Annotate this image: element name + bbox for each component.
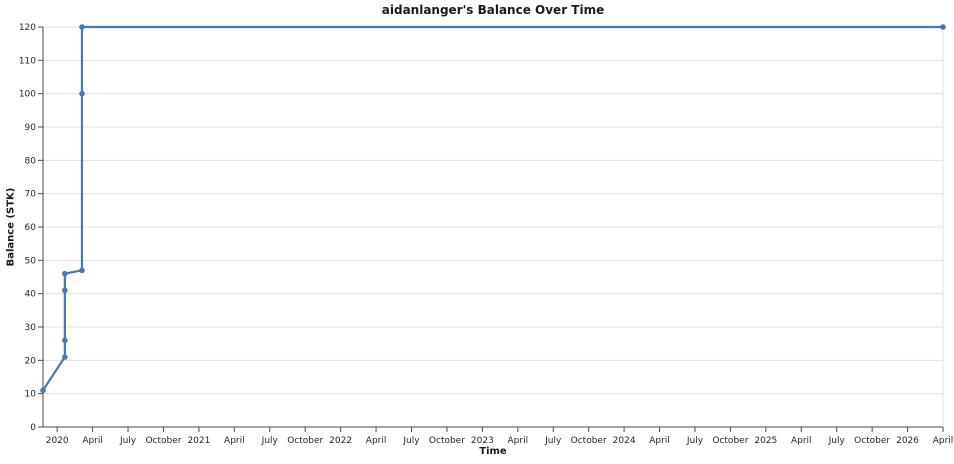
- x-tick-label: 2020: [46, 436, 69, 446]
- data-point: [62, 270, 68, 277]
- x-tick-label: 2023: [471, 436, 494, 446]
- x-tick-label: July: [119, 436, 137, 446]
- x-axis-label: Time: [479, 446, 507, 457]
- x-tick-label: 2026: [896, 436, 919, 446]
- x-tick-label: July: [261, 436, 279, 446]
- y-tick-label: 0: [30, 423, 36, 433]
- x-tick-label: 2024: [613, 436, 636, 446]
- y-tick-label: 10: [25, 390, 37, 400]
- x-tick-label: 2021: [187, 436, 210, 446]
- x-tick-label: October: [712, 436, 748, 446]
- data-point: [40, 387, 46, 394]
- x-tick-label: April: [224, 436, 245, 446]
- y-tick-label: 50: [25, 256, 37, 266]
- data-point: [62, 337, 68, 344]
- x-tick-label: April: [933, 436, 954, 446]
- data-point: [79, 90, 85, 97]
- x-tick-label: April: [649, 436, 670, 446]
- x-tick-label: April: [366, 436, 387, 446]
- data-point: [62, 354, 68, 360]
- x-tick-label: April: [508, 436, 529, 446]
- x-tick-label: July: [686, 436, 704, 446]
- x-tick-label: July: [828, 436, 846, 446]
- x-tick-label: October: [287, 436, 323, 446]
- y-tick-label: 20: [25, 356, 37, 366]
- x-tick-label: 2022: [329, 436, 352, 446]
- y-tick-label: 70: [25, 190, 37, 200]
- x-tick-label: 2025: [754, 436, 777, 446]
- x-tick-label: October: [429, 436, 465, 446]
- y-tick-label: 60: [25, 223, 37, 233]
- x-tick-label: October: [145, 436, 181, 446]
- data-point: [62, 287, 68, 294]
- x-tick-label: July: [544, 436, 562, 446]
- chart-title: aidanlanger's Balance Over Time: [381, 3, 605, 17]
- y-tick-label: 120: [19, 23, 36, 33]
- data-point: [79, 267, 85, 274]
- data-point: [79, 24, 85, 30]
- x-tick-label: April: [82, 436, 103, 446]
- y-tick-label: 80: [25, 156, 37, 166]
- x-tick-label: October: [854, 436, 890, 446]
- x-tick-label: October: [571, 436, 607, 446]
- y-tick-label: 30: [25, 323, 37, 333]
- y-tick-label: 110: [19, 56, 36, 66]
- balance-line: [41, 25, 945, 392]
- y-tick-label: 90: [25, 123, 37, 133]
- x-tick-label: July: [402, 436, 420, 446]
- data-point: [940, 24, 946, 30]
- x-tick-label: April: [791, 436, 812, 446]
- y-tick-label: 40: [25, 290, 37, 300]
- y-tick-label: 100: [19, 90, 36, 100]
